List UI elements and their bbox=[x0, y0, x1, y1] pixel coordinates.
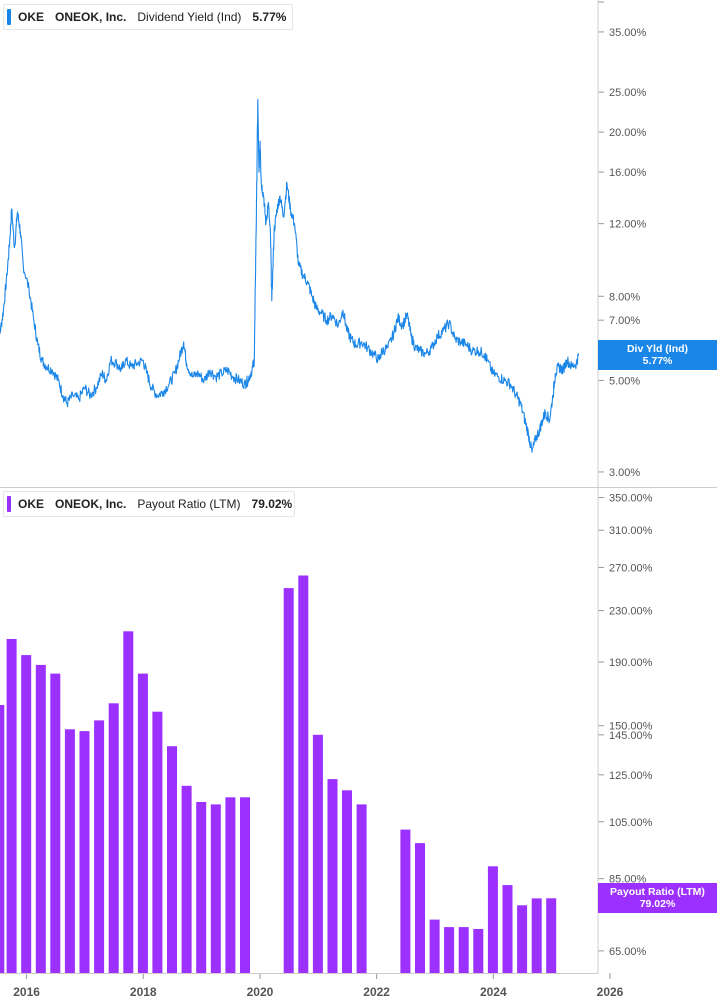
x-axis: 2016 2018 2020 2022 2024 2026 bbox=[13, 973, 624, 999]
payout-bar[interactable] bbox=[531, 898, 542, 973]
payout-bar[interactable] bbox=[167, 746, 177, 973]
payout-bar[interactable] bbox=[312, 734, 323, 973]
payout-bar[interactable] bbox=[444, 927, 455, 973]
x-tick-label: 2016 bbox=[13, 985, 40, 999]
yield-legend-ticker: OKE bbox=[18, 10, 45, 24]
yield-tag-value: 5.77% bbox=[642, 354, 673, 367]
payout-bar[interactable] bbox=[108, 703, 119, 973]
yield-y-tick-label: 8.00% bbox=[609, 291, 640, 303]
x-tick-label: 2026 bbox=[597, 985, 624, 999]
payout-y-tick-label: 65.00% bbox=[609, 946, 647, 958]
payout-bar[interactable] bbox=[21, 655, 32, 973]
payout-bar[interactable] bbox=[400, 829, 411, 973]
payout-value-tag: Payout Ratio (LTM) 79.02% bbox=[598, 883, 717, 914]
yield-legend-metric: Dividend Yield (Ind) bbox=[137, 10, 242, 24]
payout-bar[interactable] bbox=[356, 804, 367, 973]
payout-bar[interactable] bbox=[487, 866, 498, 973]
payout-bar[interactable] bbox=[415, 843, 425, 973]
payout-y-axis: 350.00% 310.00% 270.00% 230.00% 190.00% 150.0… bbox=[598, 493, 653, 958]
payout-bar[interactable] bbox=[240, 797, 250, 973]
payout-bar[interactable] bbox=[79, 731, 90, 973]
yield-series-line bbox=[0, 98, 580, 453]
payout-bar[interactable] bbox=[152, 711, 163, 973]
yield-legend[interactable]: OKE ONEOK, Inc. Dividend Yield (Ind) 5.7… bbox=[3, 4, 293, 30]
yield-tag-label: Div Yld (Ind) bbox=[626, 342, 689, 355]
yield-legend-company: ONEOK, Inc. bbox=[55, 10, 127, 24]
x-tick-label: 2024 bbox=[480, 985, 507, 999]
payout-bar[interactable] bbox=[342, 790, 352, 973]
payout-y-tick-label: 85.00% bbox=[609, 874, 647, 886]
payout-bar[interactable] bbox=[64, 729, 75, 973]
payout-bar[interactable] bbox=[546, 898, 557, 973]
payout-y-tick-label: 145.00% bbox=[609, 730, 653, 742]
yield-y-tick-label: 35.00% bbox=[609, 27, 647, 39]
payout-bar[interactable] bbox=[225, 797, 236, 973]
yield-y-tick-label: 5.00% bbox=[609, 375, 640, 387]
payout-bar[interactable] bbox=[181, 785, 192, 973]
yield-y-tick-label: 16.00% bbox=[609, 167, 647, 179]
payout-bar[interactable] bbox=[458, 927, 469, 973]
payout-bar[interactable] bbox=[196, 802, 207, 973]
payout-bar[interactable] bbox=[6, 639, 17, 973]
payout-plot bbox=[0, 575, 557, 974]
payout-y-tick-label: 230.00% bbox=[609, 606, 653, 618]
payout-y-tick-label: 125.00% bbox=[609, 770, 653, 782]
yield-y-tick-label: 20.00% bbox=[609, 127, 647, 139]
payout-bar[interactable] bbox=[283, 588, 294, 973]
yield-y-axis: 35.00% 25.00% 20.00% 16.00% 12.00% 8.00% 7.00%… bbox=[598, 1, 647, 479]
payout-y-tick-label: 310.00% bbox=[609, 525, 653, 537]
yield-y-tick-label: 7.00% bbox=[609, 315, 640, 327]
payout-legend-value: 79.02% bbox=[251, 497, 293, 511]
payout-bar[interactable] bbox=[123, 631, 134, 973]
payout-y-tick-label: 350.00% bbox=[609, 493, 653, 505]
x-tick-label: 2018 bbox=[130, 985, 157, 999]
payout-bar[interactable] bbox=[473, 929, 484, 973]
payout-bar[interactable] bbox=[0, 705, 5, 973]
yield-y-tick-label: 25.00% bbox=[609, 87, 647, 99]
payout-y-tick-label: 150.00% bbox=[609, 721, 653, 733]
payout-bar[interactable] bbox=[502, 885, 513, 973]
payout-bar[interactable] bbox=[327, 779, 338, 973]
payout-bar[interactable] bbox=[298, 575, 309, 974]
payout-bar[interactable] bbox=[50, 673, 61, 973]
payout-bar[interactable] bbox=[517, 905, 528, 973]
payout-bar[interactable] bbox=[35, 664, 46, 973]
payout-bar[interactable] bbox=[137, 673, 148, 973]
payout-bar[interactable] bbox=[94, 720, 105, 973]
payout-bar[interactable] bbox=[429, 919, 440, 973]
payout-legend[interactable]: OKE ONEOK, Inc. Payout Ratio (LTM) 79.02… bbox=[3, 491, 295, 517]
payout-legend-swatch bbox=[7, 496, 11, 512]
yield-plot bbox=[0, 98, 580, 453]
payout-y-tick-label: 190.00% bbox=[609, 657, 653, 669]
yield-value-tag: Div Yld (Ind) 5.77% bbox=[598, 339, 717, 370]
payout-legend-metric: Payout Ratio (LTM) bbox=[137, 497, 241, 511]
payout-y-tick-label: 105.00% bbox=[609, 817, 653, 829]
payout-y-tick-label: 270.00% bbox=[609, 562, 653, 574]
yield-y-tick-label: 3.00% bbox=[609, 467, 640, 479]
x-tick-label: 2022 bbox=[363, 985, 390, 999]
payout-legend-company: ONEOK, Inc. bbox=[55, 497, 127, 511]
yield-y-tick-label: 12.00% bbox=[609, 219, 647, 231]
x-tick-label: 2020 bbox=[247, 985, 274, 999]
payout-tag-value: 79.02% bbox=[639, 898, 676, 911]
payout-tag-label: Payout Ratio (LTM) bbox=[610, 886, 705, 899]
payout-bar[interactable] bbox=[210, 804, 221, 973]
payout-legend-ticker: OKE bbox=[18, 497, 45, 511]
yield-legend-swatch bbox=[7, 9, 11, 25]
yield-legend-value: 5.77% bbox=[252, 10, 287, 24]
